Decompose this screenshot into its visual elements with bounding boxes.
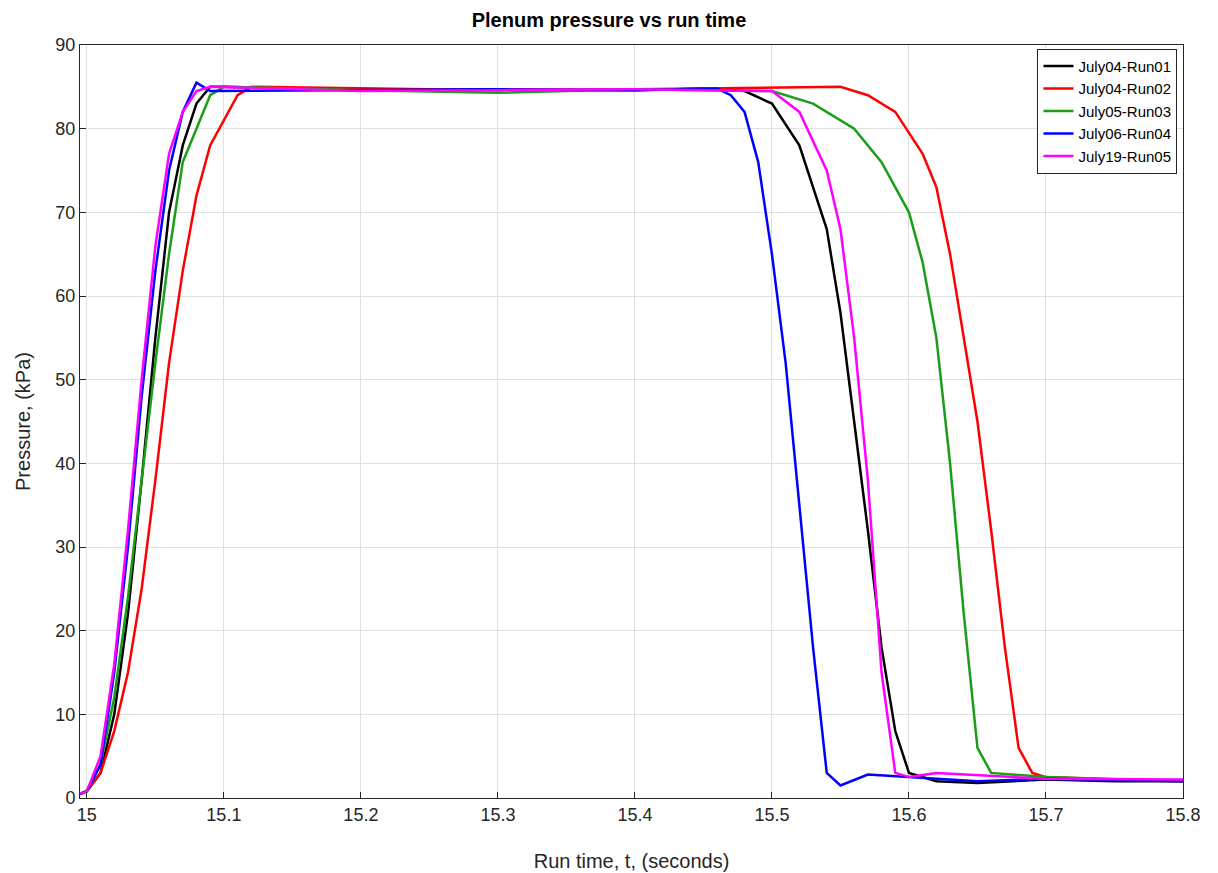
svg-text:July05-Run03: July05-Run03: [1078, 103, 1171, 120]
svg-text:80: 80: [55, 119, 75, 139]
svg-text:70: 70: [55, 203, 75, 223]
svg-text:July04-Run02: July04-Run02: [1078, 80, 1171, 97]
svg-text:0: 0: [65, 788, 75, 808]
svg-text:15: 15: [77, 805, 97, 825]
svg-text:10: 10: [55, 705, 75, 725]
svg-text:July06-Run04: July06-Run04: [1078, 125, 1171, 142]
svg-text:50: 50: [55, 370, 75, 390]
svg-text:15.5: 15.5: [754, 805, 789, 825]
svg-text:15.6: 15.6: [891, 805, 926, 825]
svg-text:Plenum pressure vs run time: Plenum pressure vs run time: [472, 9, 747, 31]
svg-text:15.4: 15.4: [617, 805, 652, 825]
svg-text:Run time, t, (seconds): Run time, t, (seconds): [534, 850, 730, 872]
svg-text:July04-Run01: July04-Run01: [1078, 58, 1171, 75]
svg-text:15.3: 15.3: [480, 805, 515, 825]
svg-text:15.1: 15.1: [206, 805, 241, 825]
svg-text:20: 20: [55, 621, 75, 641]
svg-text:40: 40: [55, 454, 75, 474]
svg-text:July19-Run05: July19-Run05: [1078, 148, 1171, 165]
svg-text:Pressure, (kPa): Pressure, (kPa): [12, 352, 34, 491]
svg-text:15.7: 15.7: [1028, 805, 1063, 825]
svg-text:30: 30: [55, 537, 75, 557]
svg-text:15.8: 15.8: [1165, 805, 1200, 825]
svg-text:90: 90: [55, 35, 75, 55]
svg-text:60: 60: [55, 286, 75, 306]
svg-text:15.2: 15.2: [343, 805, 378, 825]
